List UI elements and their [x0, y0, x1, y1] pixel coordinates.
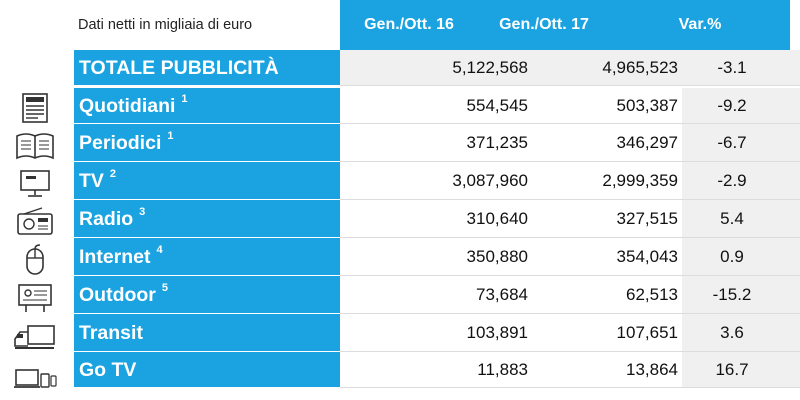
row-label-text: Internet	[79, 245, 151, 268]
label-divider	[74, 199, 340, 200]
row-divider	[340, 387, 800, 388]
row-divider	[340, 351, 800, 352]
tv-monitor-icon	[12, 168, 58, 200]
value-gen-ott-17: 2,999,359	[602, 171, 678, 190]
row-divider	[340, 313, 800, 314]
table-row: Quotidiani 1 554,545 503,387 -9.2	[74, 88, 800, 124]
label-divider	[74, 161, 340, 162]
row-footnote: 5	[161, 282, 169, 294]
row-label-text: Periodici	[79, 131, 162, 154]
column-header-gen-ott-16: Gen./Ott. 16	[340, 0, 478, 50]
row-label: Internet 4	[74, 238, 340, 276]
row-divider	[340, 275, 800, 276]
value-var-percent: -15.2	[682, 276, 800, 314]
column-header-gen-ott-17: Gen./Ott. 17	[478, 0, 610, 50]
row-label: Quotidiani 1	[74, 88, 340, 124]
row-label-text: Outdoor	[79, 283, 156, 306]
row-footnote: 1	[181, 93, 188, 105]
table-row: TV 2 3,087,960 2,999,359 -2.9	[74, 162, 800, 200]
label-divider	[74, 85, 340, 86]
label-divider	[74, 275, 340, 276]
row-footnote: 1	[167, 130, 174, 142]
table-row: Transit 103,891 107,651 3.6	[74, 314, 800, 352]
value-gen-ott-16: 371,235	[466, 133, 528, 152]
label-divider	[74, 123, 340, 124]
total-row: TOTALE PUBBLICITÀ 5,122,568 4,965,523 -3.1	[74, 50, 800, 86]
radio-icon	[12, 206, 58, 238]
row-label-text: Quotidiani	[79, 94, 176, 117]
row-label-text: Go TV	[79, 358, 137, 381]
table-row: Internet 4 350,880 354,043 0.9	[74, 238, 800, 276]
value-gen-ott-17: 327,515	[616, 209, 678, 228]
newspaper-icon	[12, 92, 58, 124]
value-var-percent: 16.7	[682, 352, 800, 388]
row-label: Go TV	[74, 352, 340, 388]
table-row: Periodici 1 371,235 346,297 -6.7	[74, 124, 800, 162]
row-label-text: TV	[79, 169, 104, 192]
value-gen-ott-17: 62,513	[626, 285, 678, 304]
table-row: Outdoor 5 73,684 62,513 -15.2	[74, 276, 800, 314]
row-divider	[340, 85, 800, 86]
value-gen-ott-17: 354,043	[616, 247, 678, 266]
value-gen-ott-16: 554,545	[466, 96, 528, 115]
column-header-var: Var.%	[610, 0, 790, 50]
row-label-text: TOTALE PUBBLICITÀ	[79, 56, 279, 79]
value-gen-ott-16: 73,684	[476, 285, 528, 304]
row-label: Radio 3	[74, 200, 340, 238]
truck-icon	[12, 322, 58, 354]
devices-icon	[12, 362, 58, 394]
label-divider	[74, 237, 340, 238]
value-var-percent: -3.1	[682, 50, 800, 86]
value-gen-ott-17: 4,965,523	[542, 50, 682, 86]
row-footnote: 2	[109, 168, 117, 180]
billboard-icon	[12, 282, 58, 314]
row-divider	[340, 199, 800, 200]
value-gen-ott-17: 13,864	[626, 360, 678, 379]
label-divider	[74, 351, 340, 352]
row-label: Periodici 1	[74, 124, 340, 162]
value-gen-ott-16: 103,891	[466, 323, 528, 342]
table-row: Radio 3 310,640 327,515 5.4	[74, 200, 800, 238]
mouse-icon	[12, 244, 58, 276]
open-book-icon	[12, 130, 58, 162]
row-divider	[340, 161, 800, 162]
value-gen-ott-16: 5,122,568	[340, 50, 542, 86]
value-gen-ott-17: 107,651	[616, 323, 678, 342]
table-row: Go TV 11,883 13,864 16.7	[74, 352, 800, 388]
row-label-text: Transit	[79, 321, 143, 344]
row-divider	[340, 123, 800, 124]
value-gen-ott-16: 11,883	[477, 360, 528, 379]
row-label-text: Radio	[79, 207, 134, 230]
label-divider	[74, 313, 340, 314]
label-divider	[74, 387, 340, 388]
row-footnote: 3	[139, 206, 146, 218]
value-gen-ott-16: 350,880	[466, 247, 528, 266]
value-var-percent: -2.9	[682, 162, 800, 200]
row-label: Transit	[74, 314, 340, 352]
row-label: TV 2	[74, 162, 340, 200]
icon-column	[0, 0, 74, 400]
value-gen-ott-16: 3,087,960	[452, 171, 528, 190]
row-label: Outdoor 5	[74, 276, 340, 314]
value-var-percent: 0.9	[682, 238, 800, 276]
row-divider	[340, 237, 800, 238]
value-var-percent: -6.7	[682, 124, 800, 162]
value-gen-ott-16: 310,640	[466, 209, 528, 228]
value-gen-ott-17: 346,297	[616, 133, 678, 152]
row-footnote: 4	[156, 244, 163, 256]
value-var-percent: 3.6	[682, 314, 800, 352]
value-gen-ott-17: 503,387	[616, 96, 678, 115]
value-var-percent: -9.2	[682, 88, 800, 124]
value-var-percent: 5.4	[682, 200, 800, 238]
row-label: TOTALE PUBBLICITÀ	[74, 50, 340, 86]
units-note: Dati netti in migliaia di euro	[78, 17, 253, 33]
